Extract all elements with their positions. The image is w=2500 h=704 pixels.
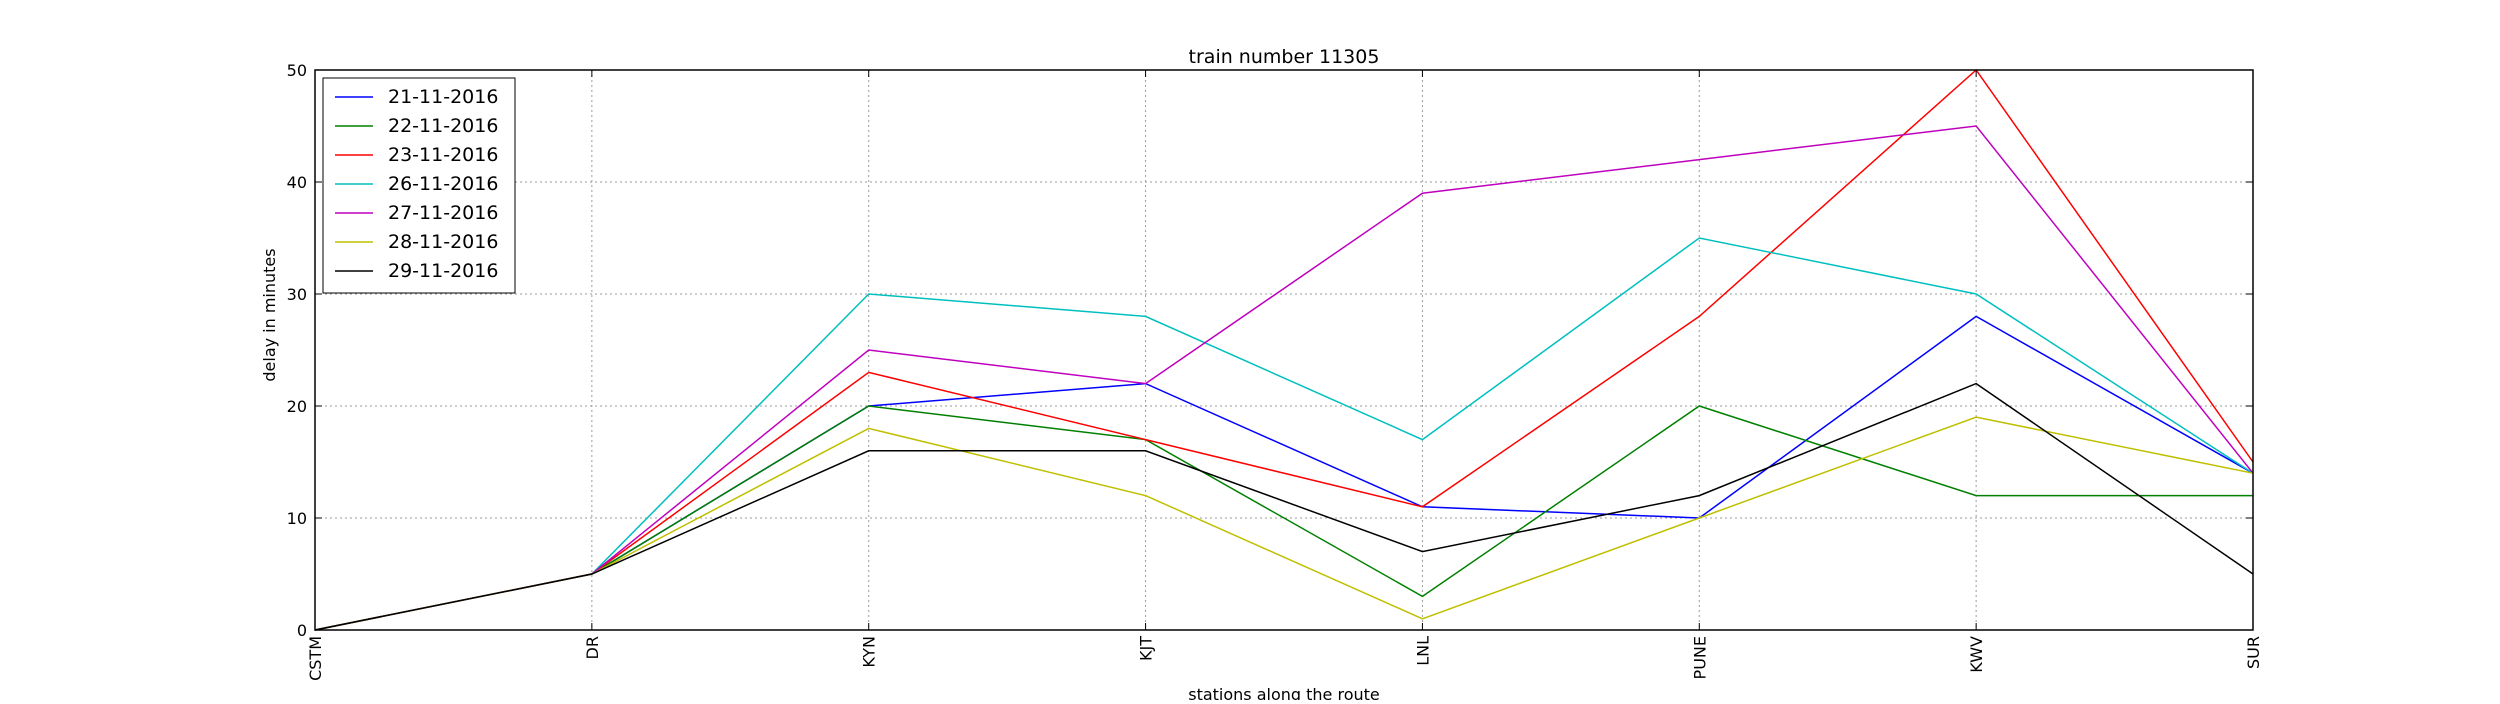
y-tick-label: 50 [287, 61, 307, 80]
y-tick-label: 10 [287, 509, 307, 528]
chart-title: train number 11305 [1189, 46, 1380, 68]
y-axis: 0 10 20 30 40 50 [287, 61, 2253, 640]
y-axis-label: delay in minutes [260, 248, 279, 381]
series-lines [314, 68, 2254, 631]
x-tick-label: SUR [2244, 636, 2263, 669]
series-line [314, 382, 2254, 631]
legend: 21-11-2016 22-11-2016 23-11-2016 26-11-2016… [322, 77, 516, 294]
y-tick-label: 40 [287, 173, 307, 192]
x-tick-label: DR [583, 636, 602, 659]
legend-box [322, 77, 516, 294]
legend-label: 23-11-2016 [388, 144, 498, 166]
series-line [314, 405, 2253, 631]
series-line [314, 125, 2254, 631]
legend-label: 28-11-2016 [388, 231, 498, 253]
x-tick-label: KWV [1967, 636, 1986, 673]
x-axis: CSTM DR KYN KJT LNL PUNE KWV SUR [306, 70, 2263, 681]
legend-label: 22-11-2016 [388, 115, 498, 137]
series-line [314, 68, 2254, 631]
x-axis-label: stations along the route [1188, 685, 1380, 700]
x-tick-label: KJT [1137, 636, 1156, 661]
legend-label: 21-11-2016 [388, 86, 498, 108]
series-line [314, 416, 2254, 631]
legend-label: 26-11-2016 [388, 173, 498, 195]
y-tick-label: 0 [297, 621, 307, 640]
x-tick-label: PUNE [1690, 636, 1709, 679]
x-tick-label: LNL [1413, 636, 1432, 666]
y-tick-label: 20 [287, 397, 307, 416]
legend-label: 27-11-2016 [388, 202, 498, 224]
legend-label: 29-11-2016 [388, 260, 498, 282]
x-tick-label: KYN [860, 636, 879, 668]
grid-lines [315, 70, 2253, 630]
y-tick-label: 30 [287, 285, 307, 304]
x-tick-label: CSTM [306, 636, 325, 681]
plot-frame [314, 69, 2254, 631]
series-line [314, 237, 2254, 631]
